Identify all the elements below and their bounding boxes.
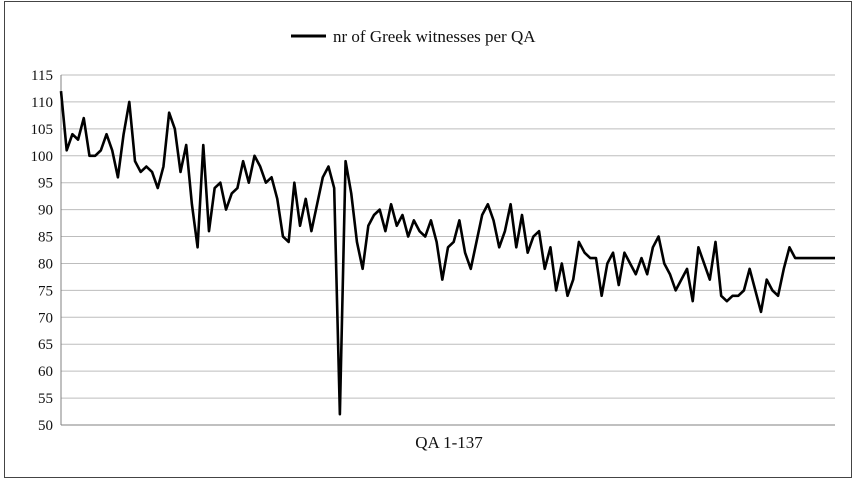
y-tick-label: 115 <box>31 68 53 84</box>
legend-label: nr of Greek witnesses per QA <box>333 27 536 46</box>
y-tick-label: 65 <box>38 337 53 353</box>
y-tick-label: 90 <box>38 203 53 219</box>
chart-frame: 50 55 60 65 70 75 80 85 90 95 100 105 110 115 nr of G… <box>4 1 852 478</box>
y-tick-label: 80 <box>38 256 53 272</box>
y-tick-label: 85 <box>38 230 53 246</box>
y-tick-label: 70 <box>38 310 53 326</box>
x-axis-label: QA 1-137 <box>415 433 483 452</box>
legend: nr of Greek witnesses per QA <box>291 27 536 46</box>
line-chart: 50 55 60 65 70 75 80 85 90 95 100 105 110 115 nr of G… <box>31 27 835 452</box>
y-tick-label: 110 <box>31 95 53 111</box>
y-tick-label: 55 <box>38 391 53 407</box>
y-tick-label: 105 <box>31 122 54 138</box>
y-tick-label: 100 <box>31 149 54 165</box>
y-tick-label: 95 <box>38 176 53 192</box>
y-tick-label: 50 <box>38 418 53 434</box>
y-tick-label: 60 <box>38 364 53 380</box>
series-line <box>59 91 835 416</box>
y-tick-labels: 50 55 60 65 70 75 80 85 90 95 100 105 110 115 <box>31 68 54 434</box>
y-tick-label: 75 <box>38 283 53 299</box>
gridlines <box>60 74 835 426</box>
series-lines <box>59 91 835 416</box>
